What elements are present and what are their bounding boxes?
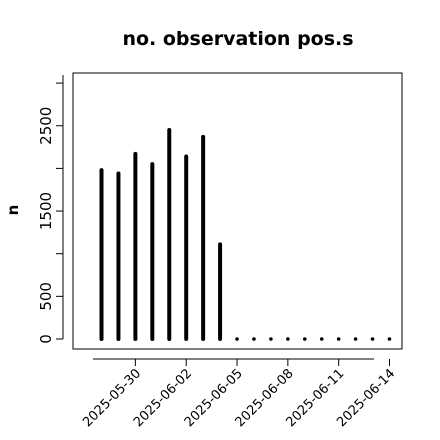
point-2025-06-11 <box>336 337 341 341</box>
point-2025-06-14 <box>387 337 392 341</box>
point-2025-06-05 <box>235 337 239 341</box>
point-2025-06-12 <box>353 337 358 341</box>
y-axis-label: n <box>4 205 22 216</box>
point-2025-06-09 <box>302 337 307 341</box>
point-2025-06-13 <box>370 337 375 341</box>
point-2025-06-10 <box>319 337 324 341</box>
bars <box>99 128 392 341</box>
y-ticks: 0 500 1500 2500 <box>37 82 63 344</box>
y-tick-label: 2500 <box>37 107 55 145</box>
plot-frame <box>72 72 403 350</box>
point-2025-06-07 <box>269 337 273 341</box>
point-2025-06-06 <box>252 337 256 341</box>
x-ticks: 2025-05-302025-06-022025-06-052025-06-08… <box>80 359 398 430</box>
chart-title: no. observation pos.s <box>122 28 353 50</box>
y-tick-label: 1500 <box>37 192 55 230</box>
y-tick-label: 500 <box>37 282 55 311</box>
y-tick-label: 0 <box>37 334 55 344</box>
point-2025-06-08 <box>286 337 290 341</box>
